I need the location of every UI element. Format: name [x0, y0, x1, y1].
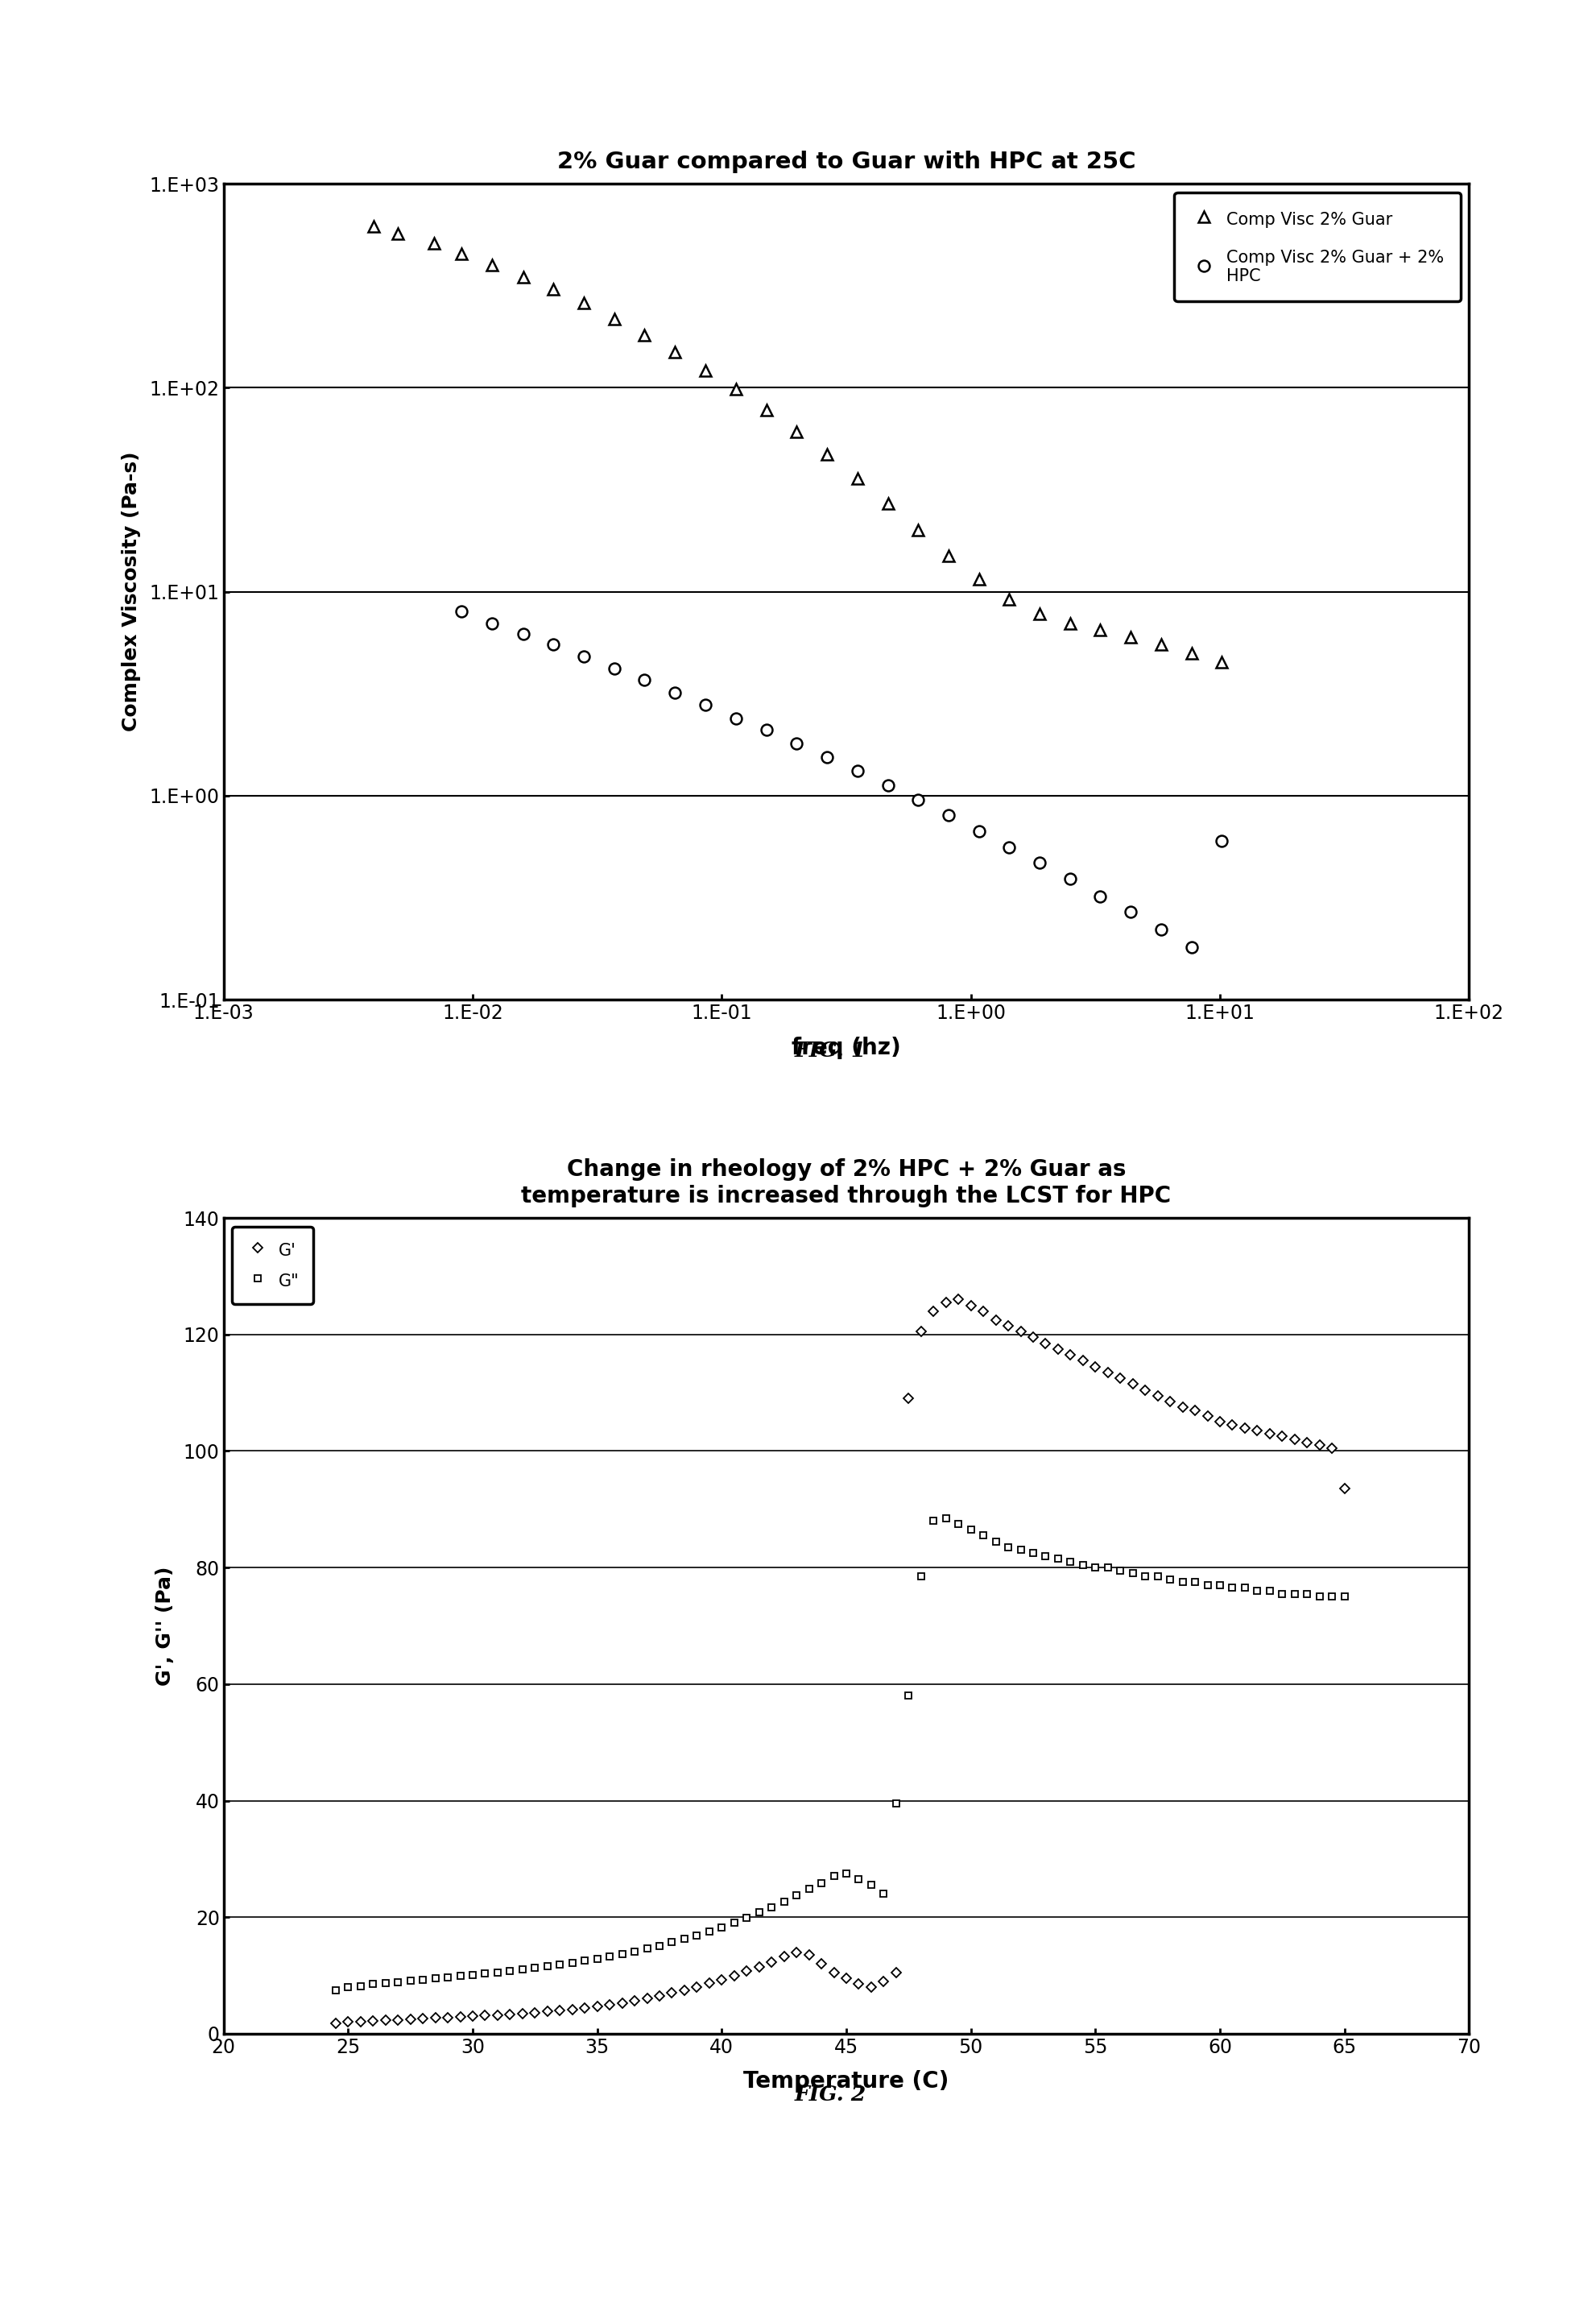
Comp Visc 2% Guar + 2%
HPC: [605, 655, 624, 683]
Comp Visc 2% Guar + 2%
HPC: [726, 705, 745, 733]
Comp Visc 2% Guar + 2%
HPC: [514, 620, 533, 648]
Comp Visc 2% Guar + 2%
HPC: [1120, 899, 1140, 926]
Comp Visc 2% Guar: [666, 338, 685, 365]
Comp Visc 2% Guar: [1151, 632, 1170, 660]
Comp Visc 2% Guar: [787, 418, 806, 446]
G": [326, 1976, 345, 2004]
Line: Comp Visc 2% Guar: Comp Visc 2% Guar: [367, 221, 1227, 669]
Comp Visc 2% Guar: [1090, 616, 1109, 643]
Comp Visc 2% Guar: [726, 375, 745, 402]
Comp Visc 2% Guar: [1211, 648, 1231, 676]
Comp Visc 2% Guar + 2%
HPC: [543, 632, 562, 660]
Comp Visc 2% Guar: [1181, 639, 1200, 666]
Comp Visc 2% Guar: [969, 565, 988, 593]
Comp Visc 2% Guar: [999, 586, 1018, 614]
Comp Visc 2% Guar: [696, 356, 715, 384]
Comp Visc 2% Guar + 2%
HPC: [635, 666, 654, 694]
Comp Visc 2% Guar + 2%
HPC: [1181, 933, 1200, 961]
Comp Visc 2% Guar + 2%
HPC: [482, 609, 501, 637]
Comp Visc 2% Guar: [575, 290, 594, 317]
Comp Visc 2% Guar + 2%
HPC: [1060, 866, 1079, 894]
Comp Visc 2% Guar: [878, 489, 897, 517]
Comp Visc 2% Guar: [1060, 609, 1079, 637]
G": [613, 1940, 632, 1967]
Comp Visc 2% Guar + 2%
HPC: [847, 758, 867, 786]
Comp Visc 2% Guar + 2%
HPC: [969, 818, 988, 846]
Title: Change in rheology of 2% HPC + 2% Guar as
temperature is increased through the L: Change in rheology of 2% HPC + 2% Guar a…: [520, 1158, 1171, 1206]
Comp Visc 2% Guar + 2%
HPC: [787, 731, 806, 758]
Comp Visc 2% Guar: [1120, 623, 1140, 650]
Legend: G', G": G', G": [231, 1227, 313, 1305]
Text: FIG. 2: FIG. 2: [793, 2084, 867, 2105]
G": [1122, 1560, 1141, 1588]
Comp Visc 2% Guar + 2%
HPC: [696, 692, 715, 719]
Comp Visc 2% Guar + 2%
HPC: [1151, 917, 1170, 944]
Title: 2% Guar compared to Guar with HPC at 25C: 2% Guar compared to Guar with HPC at 25C: [557, 149, 1135, 172]
Comp Visc 2% Guar: [514, 262, 533, 290]
Comp Visc 2% Guar + 2%
HPC: [1211, 827, 1231, 855]
Comp Visc 2% Guar: [452, 239, 471, 267]
G': [1122, 1370, 1141, 1397]
Comp Visc 2% Guar + 2%
HPC: [757, 717, 776, 745]
Line: Comp Visc 2% Guar + 2%
HPC: Comp Visc 2% Guar + 2% HPC: [455, 607, 1227, 954]
Comp Visc 2% Guar: [605, 306, 624, 333]
G': [613, 1990, 632, 2018]
Comp Visc 2% Guar + 2%
HPC: [1090, 882, 1109, 910]
Comp Visc 2% Guar: [543, 276, 562, 303]
Comp Visc 2% Guar + 2%
HPC: [1029, 848, 1049, 876]
Comp Visc 2% Guar + 2%
HPC: [999, 834, 1018, 862]
Comp Visc 2% Guar: [482, 250, 501, 278]
G': [948, 1287, 967, 1314]
Comp Visc 2% Guar + 2%
HPC: [908, 786, 927, 813]
G": [1148, 1563, 1167, 1590]
Comp Visc 2% Guar: [817, 441, 836, 469]
G': [600, 1990, 619, 2018]
G": [935, 1505, 954, 1533]
Comp Visc 2% Guar: [635, 322, 654, 349]
X-axis label: freq (hz): freq (hz): [792, 1036, 900, 1059]
Comp Visc 2% Guar: [364, 211, 383, 239]
Line: G': G': [332, 1296, 1347, 2027]
Comp Visc 2% Guar: [388, 221, 407, 248]
G': [326, 2008, 345, 2036]
Comp Visc 2% Guar: [425, 230, 444, 257]
Comp Visc 2% Guar + 2%
HPC: [666, 678, 685, 705]
Comp Visc 2% Guar: [847, 464, 867, 492]
Comp Visc 2% Guar: [757, 395, 776, 423]
Comp Visc 2% Guar + 2%
HPC: [938, 802, 958, 830]
Comp Visc 2% Guar + 2%
HPC: [878, 772, 897, 800]
G': [1148, 1381, 1167, 1409]
Line: G": G": [332, 1514, 1347, 1992]
G": [1334, 1583, 1353, 1611]
G": [562, 1949, 581, 1976]
G': [562, 1995, 581, 2022]
Comp Visc 2% Guar: [1029, 600, 1049, 627]
Comp Visc 2% Guar: [908, 517, 927, 545]
Comp Visc 2% Guar + 2%
HPC: [452, 597, 471, 625]
Comp Visc 2% Guar + 2%
HPC: [575, 643, 594, 671]
G': [1334, 1475, 1353, 1503]
Text: FIG. 1: FIG. 1: [793, 1041, 867, 1062]
Legend: Comp Visc 2% Guar, Comp Visc 2% Guar + 2%
HPC: Comp Visc 2% Guar, Comp Visc 2% Guar + 2…: [1173, 193, 1460, 301]
G': [800, 1942, 819, 1969]
Comp Visc 2% Guar + 2%
HPC: [817, 742, 836, 770]
Comp Visc 2% Guar: [938, 542, 958, 570]
Y-axis label: Complex Viscosity (Pa-s): Complex Viscosity (Pa-s): [121, 453, 140, 731]
G": [800, 1875, 819, 1903]
G": [600, 1942, 619, 1969]
X-axis label: Temperature (C): Temperature (C): [744, 2070, 948, 2093]
Y-axis label: G', G'' (Pa): G', G'' (Pa): [155, 1565, 174, 1687]
